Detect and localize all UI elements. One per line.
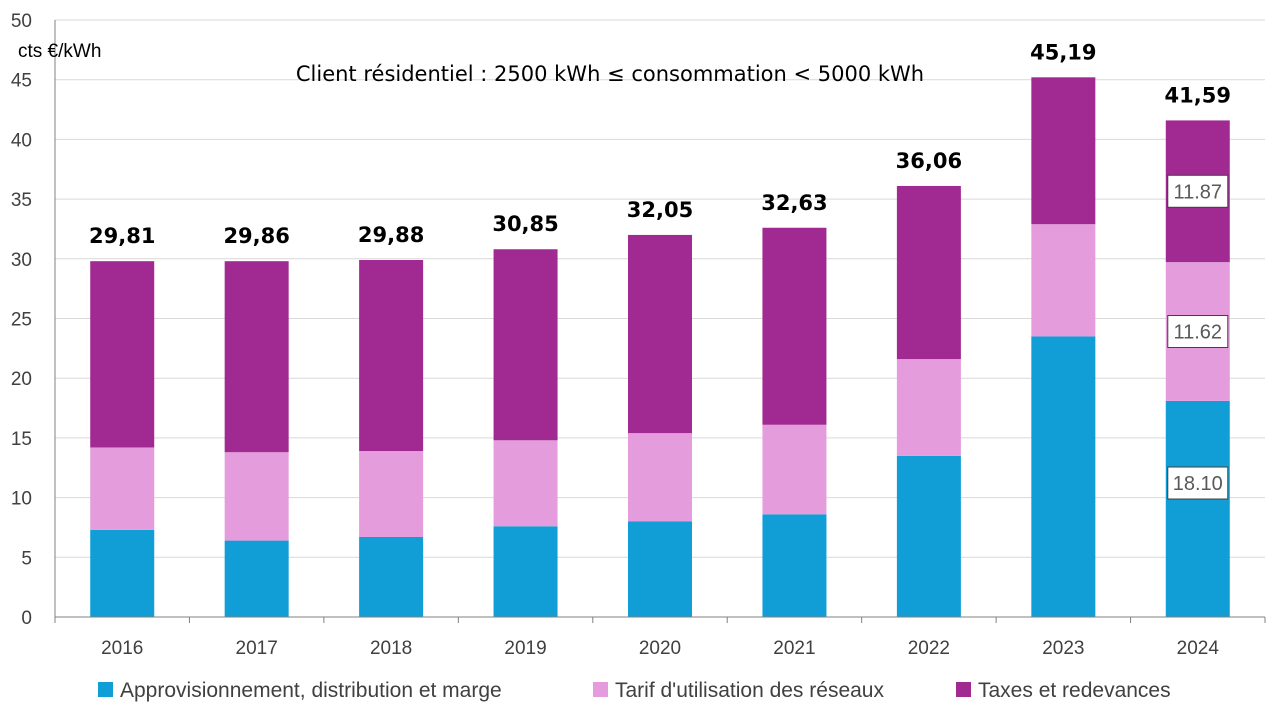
total-label: 29,88: [358, 223, 424, 247]
total-labels: 29,81 29,86 29,88 30,85 32,05 32,63 36,06 45,19…: [89, 40, 1231, 248]
y-tick-label: 50: [11, 11, 32, 32]
bar-segment: [359, 259, 424, 452]
x-tick-label: 2019: [504, 638, 546, 659]
total-label: 45,19: [1030, 40, 1096, 64]
total-label: 32,05: [627, 198, 693, 222]
legend-swatch: [593, 682, 608, 697]
value-label-box: [1167, 315, 1229, 349]
bar-segment: [1031, 224, 1096, 337]
y-tick-label: 30: [11, 250, 32, 271]
value-label-box: [1167, 466, 1229, 500]
bar-segment: [1165, 400, 1230, 617]
bar-segment: [762, 227, 827, 425]
value-label: 18.10: [1173, 473, 1223, 495]
y-tick-label: 40: [11, 130, 32, 151]
chart-title: Client résidentiel : 2500 kWh ≤ consomma…: [296, 62, 924, 86]
y-tick-label: 5: [21, 548, 32, 569]
total-label: 29,86: [223, 224, 289, 248]
y-tick-label: 35: [11, 190, 32, 211]
bar-segment: [628, 234, 692, 434]
x-tick-label: 2022: [908, 638, 950, 659]
bar-segment: [224, 540, 289, 617]
bar-segment: [896, 455, 961, 617]
bar-segment: [90, 261, 155, 448]
legend-label: Taxes et redevances: [978, 679, 1171, 702]
x-tick-label: 2021: [773, 638, 815, 659]
bar-segment: [493, 526, 558, 617]
total-label: 36,06: [896, 149, 962, 173]
total-label: 29,81: [89, 224, 155, 248]
x-tick-labels: 2016 2017 2018 2019 2020 2021 2022 2023 2024: [101, 638, 1219, 659]
value-label: 11.62: [1173, 322, 1222, 344]
y-tick-label: 20: [11, 369, 32, 390]
bar-segment: [90, 529, 155, 617]
y-tick-labels: 0 5 10 15 20 25 30 35 40 45 50: [11, 11, 32, 629]
bars: [90, 77, 1230, 617]
boxed-value-labels: 18.10 11.62 11.87: [1167, 174, 1229, 500]
bar-segment: [90, 447, 155, 530]
bar-segment: [896, 185, 961, 360]
legend: Approvisionnement, distribution et marge…: [98, 679, 1171, 702]
bar-segment: [628, 521, 692, 617]
legend-label: Tarif d'utilisation des réseaux: [615, 679, 884, 702]
y-tick-label: 15: [11, 429, 32, 450]
bar-segment: [1031, 77, 1096, 225]
x-tick-label: 2016: [101, 638, 143, 659]
y-tick-label: 10: [11, 489, 32, 510]
bar-segment: [762, 424, 827, 515]
total-label: 32,63: [761, 191, 827, 215]
total-label: 41,59: [1165, 83, 1231, 107]
bar-segment: [359, 451, 424, 538]
value-label-box: [1167, 174, 1229, 208]
bar-segment: [359, 537, 424, 617]
bar-segment: [1031, 336, 1096, 617]
legend-swatch: [956, 682, 971, 697]
y-tick-label: 45: [11, 71, 32, 92]
total-label: 30,85: [492, 212, 558, 236]
bar-segment: [762, 514, 827, 617]
bar-segment: [493, 440, 558, 527]
y-tick-label: 25: [11, 310, 32, 331]
x-tick-label: 2024: [1177, 638, 1220, 659]
legend-label: Approvisionnement, distribution et marge: [120, 679, 502, 702]
bar-segment: [224, 261, 289, 453]
bar-segment: [896, 359, 961, 456]
value-label: 11.87: [1173, 181, 1222, 203]
x-tick-label: 2017: [236, 638, 278, 659]
x-tick-label: 2023: [1042, 638, 1084, 659]
bar-segment: [224, 452, 289, 541]
y-tick-label: 0: [21, 608, 32, 629]
bar-segment: [493, 249, 558, 441]
y-axis-unit-label: cts €/kWh: [18, 41, 101, 62]
bar-segment: [628, 433, 692, 522]
axes: [54, 20, 1266, 623]
x-tick-label: 2020: [639, 638, 681, 659]
legend-swatch: [98, 682, 113, 697]
x-tick-label: 2018: [370, 638, 412, 659]
